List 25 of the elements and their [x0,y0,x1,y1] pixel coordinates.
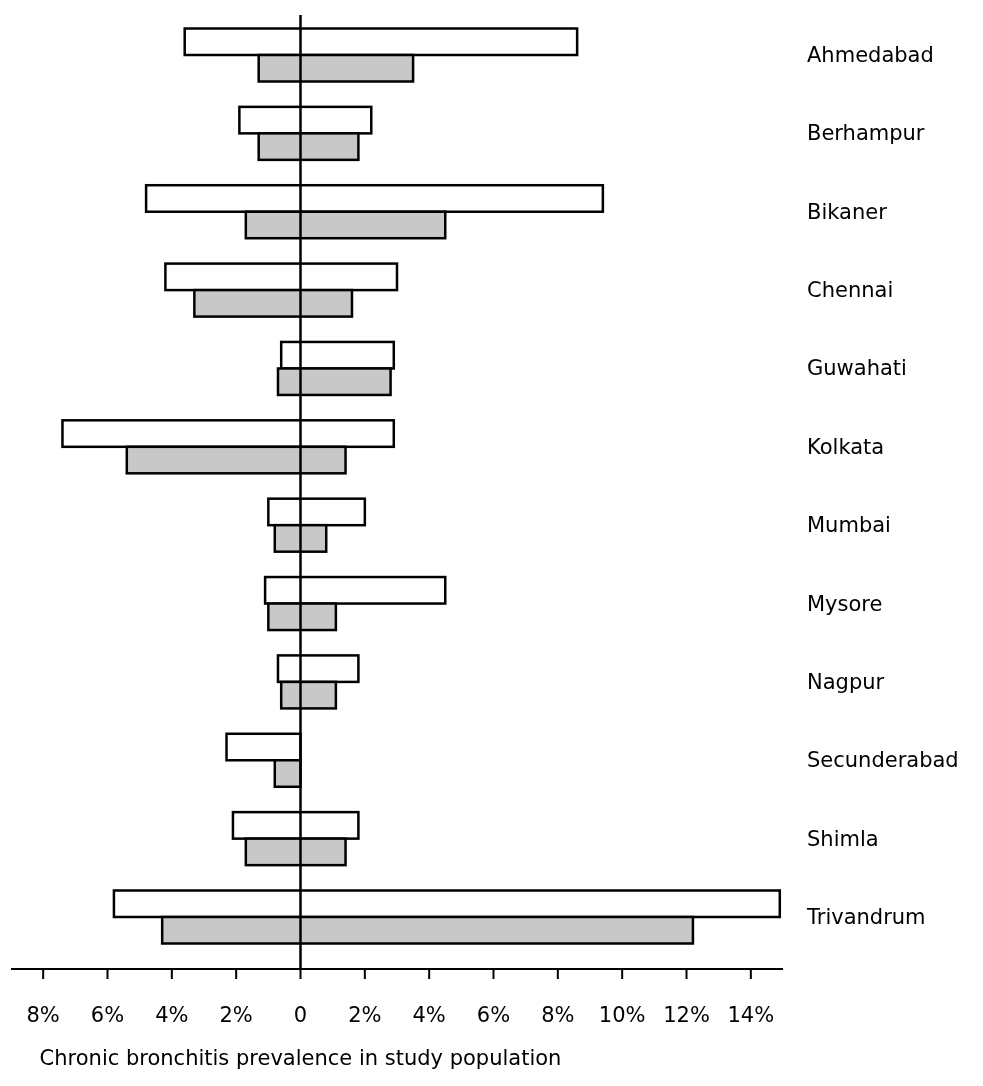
y-tick-label: Trivandrum [806,905,926,929]
x-tick-label: 8% [541,1003,575,1027]
x-tick-label: 6% [90,1003,125,1027]
x-axis-title: Chronic bronchitis prevalence in study population [39,1046,562,1070]
x-tick-label: 2% [219,1003,253,1027]
y-tick-label: Guwahati [807,356,907,381]
x-tick-label: 4% [155,1003,189,1027]
x-tick-label: 6% [476,1003,511,1027]
y-tick-label: Chennai [807,278,894,303]
y-tick-label: Secunderabad [807,748,959,773]
x-tick-label: 0 [293,1003,308,1027]
y-tick-label: Shimla [807,826,879,851]
x-tick-label: 4% [412,1003,446,1027]
x-tick-label: 8% [26,1003,60,1027]
y-tick-label: Mumbai [807,513,891,538]
y-tick-label: Mysore [807,591,883,616]
y-tick-label: Ahmedabad [807,43,934,67]
x-tick-label: 14% [727,1003,775,1027]
x-tick-label: 12% [663,1003,710,1027]
y-tick-label: Kolkata [807,434,885,459]
x-tick-label: 2% [348,1003,382,1027]
y-tick-label: Bikaner [807,199,888,224]
y-tick-label: Nagpur [807,669,885,694]
y-tick-label: Berhampur [807,121,925,146]
x-tick-label: 10% [598,1003,646,1027]
